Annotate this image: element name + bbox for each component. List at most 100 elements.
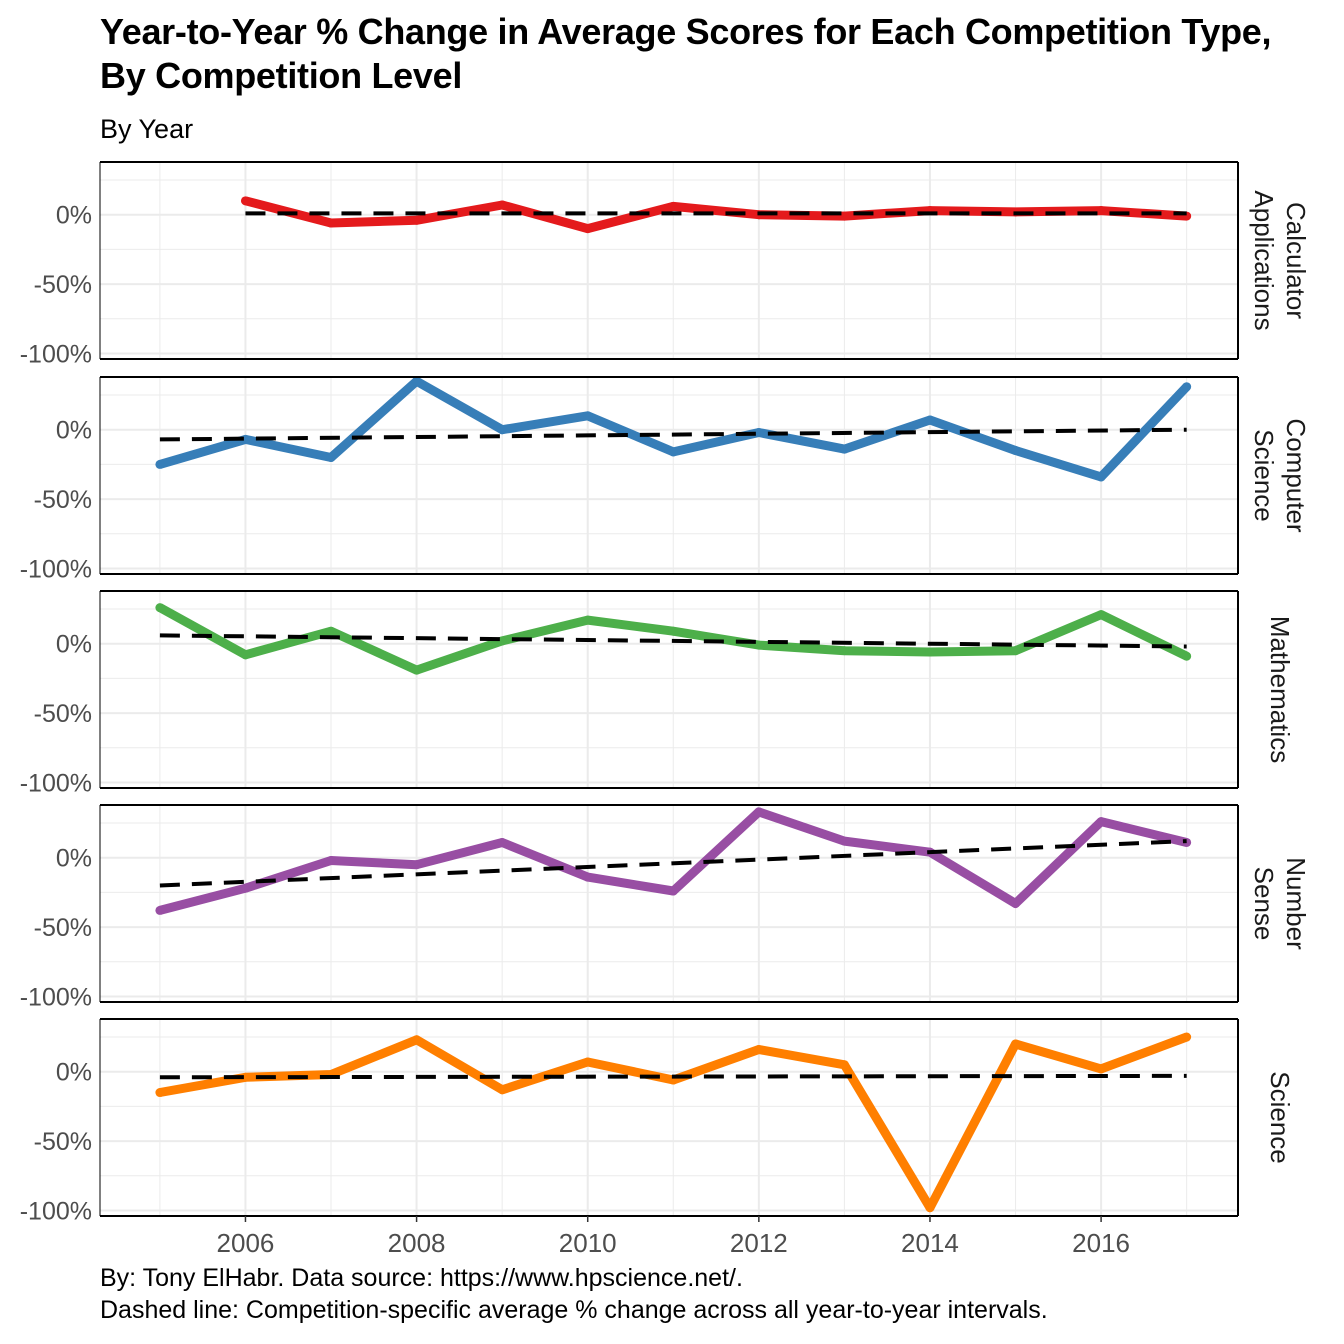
data-point bbox=[412, 215, 422, 225]
x-tick-label: 2010 bbox=[559, 1228, 617, 1258]
data-point bbox=[839, 211, 849, 221]
facet-panel: 0% -50% -100% ComputerScience bbox=[20, 376, 1311, 583]
y-tick-label: -50% bbox=[34, 486, 92, 514]
y-tick-label: 0% bbox=[56, 631, 92, 659]
data-point bbox=[754, 807, 764, 817]
y-tick-label: -50% bbox=[34, 271, 92, 299]
data-point bbox=[1011, 646, 1021, 656]
data-point bbox=[326, 218, 336, 228]
facet-strip-label-line: Mathematics bbox=[1265, 616, 1295, 763]
data-point bbox=[1182, 382, 1192, 392]
data-point bbox=[754, 427, 764, 437]
y-tick-label: 0% bbox=[56, 1059, 92, 1087]
data-point bbox=[412, 376, 422, 386]
data-point bbox=[1096, 1064, 1106, 1074]
facet-panel: 0% -50% -100% Science bbox=[20, 1018, 1295, 1225]
data-point bbox=[1182, 651, 1192, 661]
data-point bbox=[497, 636, 507, 646]
data-point bbox=[155, 905, 165, 915]
data-point bbox=[1096, 610, 1106, 620]
data-point bbox=[240, 650, 250, 660]
average-dashed-line bbox=[159, 633, 1187, 649]
chart-subtitle: By Year bbox=[100, 114, 194, 144]
data-point bbox=[1011, 899, 1021, 908]
data-point bbox=[497, 837, 507, 847]
average-dashed-line bbox=[159, 427, 1187, 442]
facet-strip-label-line: Science bbox=[1249, 429, 1279, 522]
data-point bbox=[583, 615, 593, 625]
data-point bbox=[839, 444, 849, 454]
x-tick-label: 2008 bbox=[388, 1228, 446, 1258]
data-point bbox=[754, 640, 764, 650]
data-point bbox=[497, 425, 507, 435]
average-dashed-line bbox=[159, 1073, 1187, 1080]
data-point bbox=[155, 603, 165, 613]
data-point bbox=[1011, 1039, 1021, 1049]
data-point bbox=[839, 646, 849, 656]
y-tick-label: 0% bbox=[56, 202, 92, 230]
chart-title: Year-to-Year % Change in Average Scores … bbox=[100, 11, 1272, 96]
x-tick-label: 2006 bbox=[217, 1228, 275, 1258]
data-point bbox=[754, 1045, 764, 1055]
facet-strip-label-line: Sense bbox=[1249, 867, 1279, 941]
facet-strip-label: NumberSense bbox=[1249, 857, 1311, 950]
x-tick-label: 2016 bbox=[1072, 1228, 1130, 1258]
facet-strip-label-line: Science bbox=[1265, 1071, 1295, 1164]
data-point bbox=[583, 411, 593, 421]
data-point bbox=[668, 447, 678, 457]
data-point bbox=[839, 836, 849, 846]
facet-panel: 0% -50% -100% NumberSense bbox=[20, 804, 1311, 1011]
y-tick-label: -100% bbox=[20, 340, 92, 368]
data-point bbox=[412, 860, 422, 870]
facet-strip-label: Mathematics bbox=[1265, 616, 1295, 763]
data-point bbox=[668, 201, 678, 211]
y-tick-label: 0% bbox=[56, 845, 92, 873]
data-point bbox=[412, 1035, 422, 1045]
y-tick-label: -100% bbox=[20, 1197, 92, 1225]
y-tick-label: -50% bbox=[34, 914, 92, 942]
data-point bbox=[583, 872, 593, 882]
data-point bbox=[583, 224, 593, 234]
y-tick-label: -100% bbox=[20, 983, 92, 1011]
data-point bbox=[668, 886, 678, 896]
data-point bbox=[925, 1203, 935, 1213]
data-point bbox=[1096, 206, 1106, 216]
facet-strip-label-line: Computer bbox=[1281, 418, 1311, 532]
facet-strip-label-line: Number bbox=[1281, 857, 1311, 950]
data-point bbox=[155, 1088, 165, 1098]
data-point bbox=[925, 647, 935, 657]
data-point bbox=[240, 196, 250, 206]
data-point bbox=[240, 883, 250, 893]
data-point bbox=[326, 855, 336, 865]
data-point bbox=[1096, 472, 1106, 482]
facet-strip-label: ComputerScience bbox=[1249, 418, 1311, 532]
data-point bbox=[497, 200, 507, 210]
x-tick-label: 2014 bbox=[901, 1228, 959, 1258]
x-tick-label: 2012 bbox=[730, 1228, 788, 1258]
data-point bbox=[839, 1060, 849, 1070]
data-point bbox=[583, 1057, 593, 1067]
data-point bbox=[497, 1085, 507, 1095]
facet-strip-label: Science bbox=[1265, 1071, 1295, 1164]
caption-line-author: By: Tony ElHabr. Data source: https://ww… bbox=[100, 1264, 743, 1292]
data-point bbox=[1096, 817, 1106, 827]
facet-strip-label-line: Applications bbox=[1249, 190, 1279, 330]
data-point bbox=[240, 1072, 250, 1082]
data-point bbox=[326, 626, 336, 636]
data-point bbox=[1182, 1032, 1192, 1042]
y-tick-label: -50% bbox=[34, 700, 92, 728]
chart-caption: By: Tony ElHabr. Data source: https://ww… bbox=[100, 1262, 1048, 1326]
data-point bbox=[155, 459, 165, 469]
facet-panel: 0% -50% -100% Mathematics bbox=[20, 590, 1295, 797]
data-point bbox=[668, 626, 678, 636]
y-tick-label: 0% bbox=[56, 417, 92, 445]
data-point bbox=[412, 665, 422, 675]
y-tick-label: -100% bbox=[20, 769, 92, 797]
data-point bbox=[1011, 446, 1021, 456]
data-point bbox=[326, 452, 336, 462]
facet-strip-label-line: Calculator bbox=[1281, 202, 1311, 319]
facet-panel: 0% -50% -100% CalculatorApplications bbox=[20, 161, 1311, 368]
average-dashed-line bbox=[159, 839, 1187, 888]
facet-strip-label: CalculatorApplications bbox=[1249, 190, 1311, 330]
